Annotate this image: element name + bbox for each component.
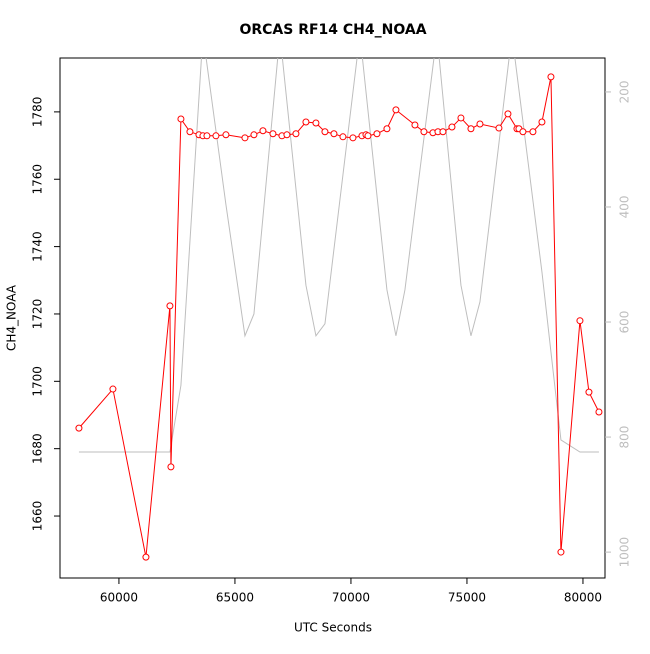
data-point (364, 132, 372, 140)
data-point (283, 131, 291, 139)
data-point (448, 123, 456, 131)
data-point (538, 118, 546, 126)
y-tick-label: 1680 (31, 433, 45, 464)
data-point (269, 130, 277, 138)
data-point (504, 110, 512, 118)
y-tick-label: 1720 (31, 299, 45, 330)
data-point (177, 115, 185, 123)
data-point (167, 463, 175, 471)
chart-title: ORCAS RF14 CH4_NOAA (239, 22, 426, 38)
data-point (392, 106, 400, 114)
data-point (439, 128, 447, 136)
data-point (420, 128, 428, 136)
y2-tick-label: 400 (618, 196, 632, 219)
x-tick-label: 70000 (332, 591, 370, 605)
data-point (330, 130, 338, 138)
y2-tick-label: 600 (618, 311, 632, 334)
data-point (186, 128, 194, 136)
data-point (373, 130, 381, 138)
data-point (383, 125, 391, 133)
y-tick-label: 1660 (31, 501, 45, 532)
plot-area (75, 58, 603, 561)
data-point (166, 302, 174, 310)
x-tick-label: 80000 (564, 591, 602, 605)
data-point (576, 317, 584, 325)
x-tick-label: 65000 (216, 591, 254, 605)
y-axis-label: CH4_NOAA (5, 284, 19, 351)
data-point (292, 130, 300, 138)
data-point (557, 548, 565, 556)
data-point (321, 128, 329, 136)
data-point (250, 131, 258, 139)
data-point (519, 128, 527, 136)
y-tick-label: 1760 (31, 164, 45, 195)
x-axis-label: UTC Seconds (294, 621, 372, 635)
data-point (75, 424, 83, 432)
data-point (142, 553, 150, 561)
y2-tick-label: 1000 (618, 537, 632, 568)
y-tick-label: 1780 (31, 97, 45, 128)
data-point (457, 114, 465, 122)
y-tick-label: 1700 (31, 366, 45, 397)
data-point (547, 73, 555, 81)
data-point (222, 131, 230, 139)
data-point (312, 119, 320, 127)
data-point (595, 408, 603, 416)
data-point (467, 125, 475, 133)
y2-tick-label: 200 (618, 80, 632, 103)
data-point (212, 132, 220, 140)
data-point (476, 120, 484, 128)
data-point (259, 127, 267, 135)
data-point (302, 118, 310, 126)
data-point (529, 128, 537, 136)
plot-frame (59, 57, 606, 579)
series-line (78, 58, 599, 453)
y2-tick-label: 800 (618, 426, 632, 449)
data-point (349, 134, 357, 142)
series-line (78, 76, 600, 558)
data-point (411, 121, 419, 129)
x-tick-label: 60000 (100, 591, 138, 605)
data-point (241, 134, 249, 142)
y-tick-label: 1740 (31, 231, 45, 262)
data-point (109, 385, 117, 393)
data-point (203, 132, 211, 140)
data-point (339, 133, 347, 141)
data-point (495, 124, 503, 132)
x-tick-label: 75000 (448, 591, 486, 605)
data-point (585, 388, 593, 396)
